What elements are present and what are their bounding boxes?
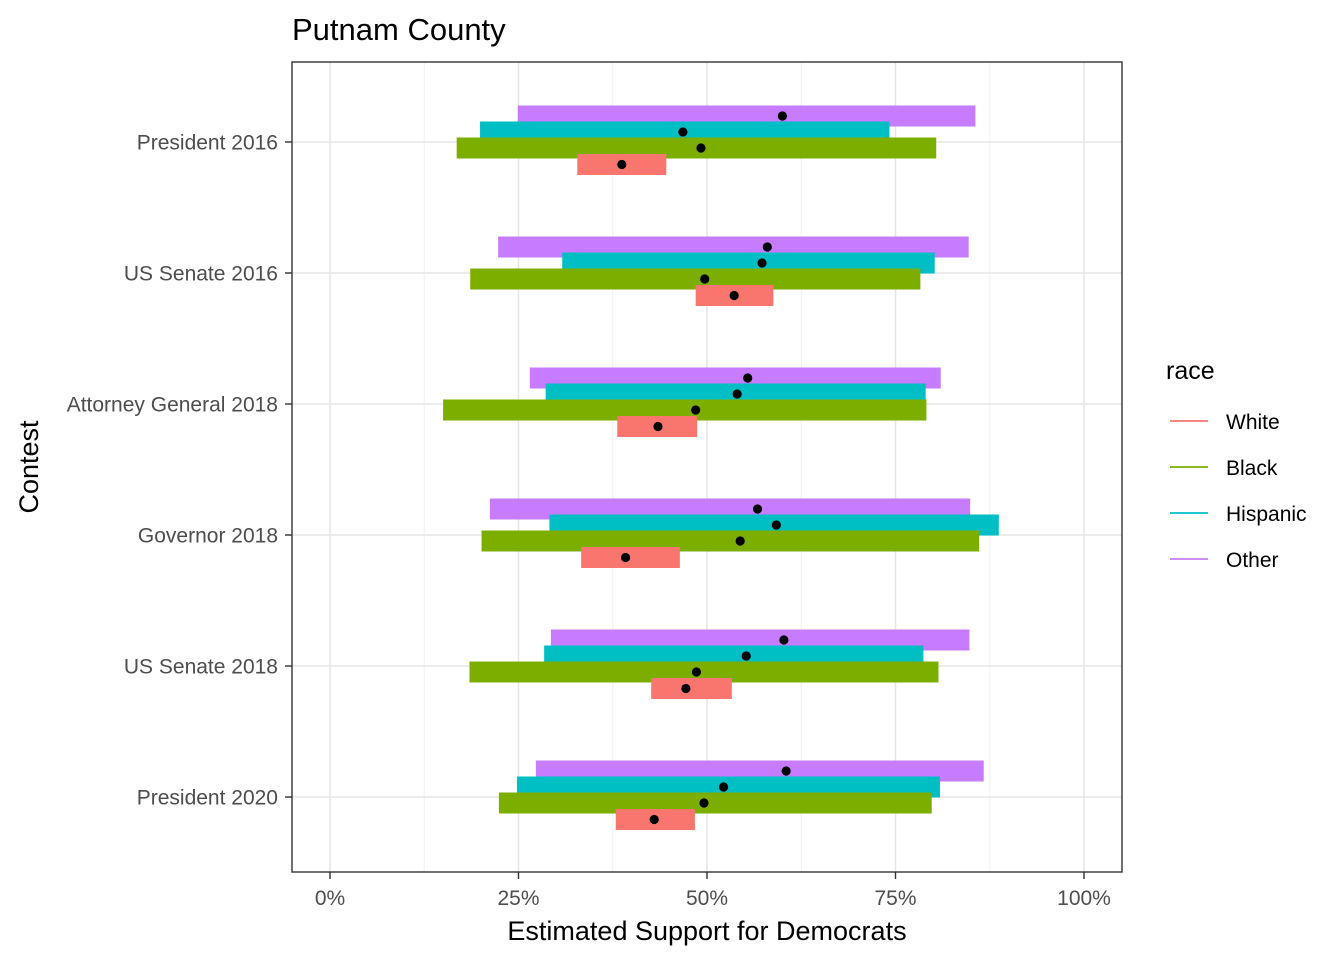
x-tick-label: 50% (686, 887, 728, 910)
estimate-points (617, 111, 791, 825)
bar-white-governor-2018 (581, 547, 680, 568)
point-white-us-senate-2016 (729, 290, 739, 301)
interval-bars (443, 105, 999, 830)
point-hispanic-president-2016 (678, 127, 688, 137)
point-other-president-2016 (777, 111, 788, 121)
bar-hispanic-us-senate-2016 (562, 252, 935, 274)
point-black-attorney-general-2018 (691, 405, 701, 415)
y-tick-label-attorney-general-2018: Attorney General 2018 (67, 394, 278, 417)
y-tick-label-governor-2018: Governor 2018 (138, 525, 278, 548)
bar-other-us-senate-2018 (550, 629, 970, 651)
point-hispanic-attorney-general-2018 (732, 389, 742, 399)
bar-other-us-senate-2016 (498, 236, 969, 258)
point-other-president-2020 (781, 766, 791, 776)
point-hispanic-us-senate-2018 (741, 651, 751, 661)
bar-black-us-senate-2016 (470, 268, 921, 290)
y-tick-label-president-2020: President 2020 (137, 787, 278, 810)
y-axis: President 2016 US Senate 2016 Attorney Gen… (67, 132, 292, 810)
point-white-attorney-general-2018 (653, 421, 663, 432)
point-white-president-2016 (617, 159, 627, 170)
point-other-us-senate-2018 (779, 635, 789, 645)
point-black-us-senate-2016 (700, 274, 710, 284)
y-tick-label-president-2016: President 2016 (137, 132, 278, 155)
point-white-president-2020 (649, 814, 659, 825)
point-hispanic-president-2020 (718, 782, 729, 792)
bar-other-president-2016 (517, 105, 976, 127)
x-tick-label: 25% (497, 887, 539, 910)
y-tick-label-us-senate-2018: US Senate 2018 (124, 656, 278, 679)
point-white-governor-2018 (620, 552, 631, 563)
legend-label-hispanic: Hispanic (1226, 503, 1307, 526)
bar-black-us-senate-2018 (469, 661, 939, 683)
legend-title: race (1166, 357, 1215, 385)
x-axis-title: Estimated Support for Democrats (507, 916, 906, 946)
bar-other-attorney-general-2018 (529, 367, 941, 389)
point-black-governor-2018 (735, 536, 745, 546)
legend: race White Black Hispanic Other (1166, 357, 1307, 572)
bar-black-governor-2018 (481, 530, 980, 552)
point-black-us-senate-2018 (691, 667, 702, 677)
y-axis-title: Contest (14, 420, 44, 514)
point-hispanic-us-senate-2016 (757, 258, 767, 268)
point-other-governor-2018 (752, 504, 763, 514)
legend-label-black: Black (1226, 457, 1278, 480)
point-other-attorney-general-2018 (743, 373, 753, 383)
point-white-us-senate-2018 (681, 683, 691, 694)
bar-black-president-2020 (498, 792, 932, 814)
x-axis: 0% 25% 50% 75% 100% (315, 872, 1111, 910)
y-tick-label-us-senate-2016: US Senate 2016 (124, 263, 278, 286)
x-tick-label: 0% (315, 887, 345, 910)
chart-title: Putnam County (292, 12, 506, 47)
bar-other-president-2020 (535, 760, 984, 782)
legend-label-white: White (1226, 411, 1280, 434)
legend-label-other: Other (1226, 549, 1279, 572)
bar-hispanic-president-2020 (516, 776, 940, 798)
bar-white-us-senate-2018 (651, 678, 732, 699)
x-tick-label: 100% (1057, 887, 1111, 910)
bar-other-governor-2018 (489, 498, 971, 520)
x-tick-label: 75% (874, 887, 916, 910)
bar-hispanic-us-senate-2018 (544, 645, 924, 667)
point-black-president-2016 (696, 143, 706, 153)
bar-black-attorney-general-2018 (443, 399, 927, 421)
point-black-president-2020 (699, 798, 709, 808)
point-hispanic-governor-2018 (771, 520, 781, 530)
point-other-us-senate-2016 (762, 242, 772, 252)
